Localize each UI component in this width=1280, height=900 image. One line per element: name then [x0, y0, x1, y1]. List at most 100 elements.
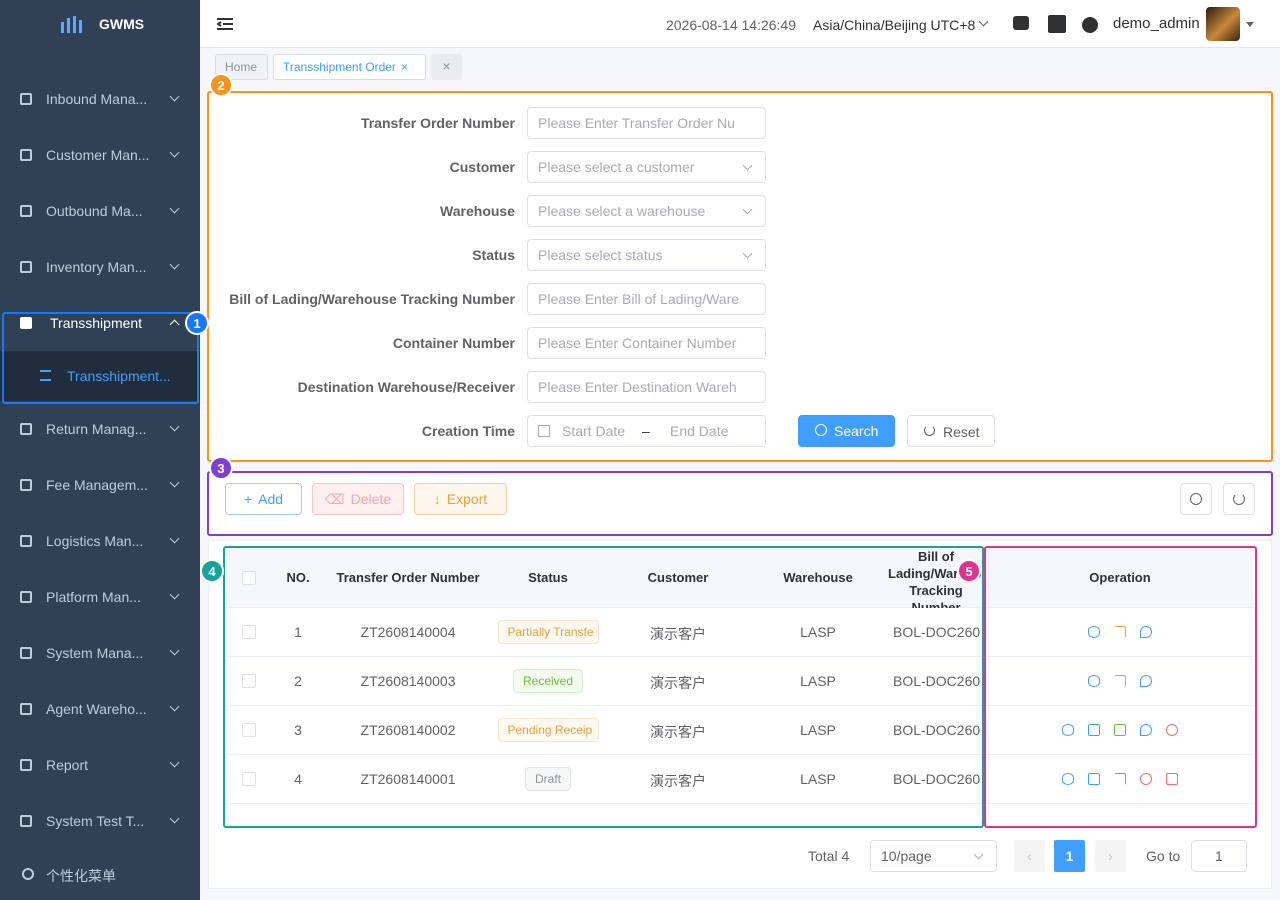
menu-item[interactable]: Agent Wareho... — [0, 681, 200, 737]
menu-label: Report — [46, 757, 89, 773]
date-separator: – — [642, 423, 650, 439]
footer-icon — [22, 868, 34, 880]
operation-pin[interactable] — [1140, 675, 1152, 687]
operation-del[interactable] — [1166, 773, 1178, 785]
menu-chevron — [169, 533, 180, 544]
filter-input[interactable]: Please select status — [527, 239, 766, 271]
menu-item[interactable]: Logistics Man... — [0, 513, 200, 569]
menu-item[interactable]: Transshipment — [0, 295, 200, 351]
order-number[interactable]: ZT2608140002 — [360, 722, 456, 738]
page-size-select[interactable]: 10/page — [870, 840, 997, 872]
order-number[interactable]: ZT2608140001 — [360, 771, 456, 787]
annotation-box — [223, 546, 984, 828]
tab-close-all[interactable]: × — [431, 54, 462, 80]
operation-pin[interactable] — [1140, 626, 1152, 638]
menu-item[interactable]: System Test T... — [0, 793, 200, 849]
filter-label: Container Number — [392, 335, 515, 351]
menu-chevron — [169, 203, 180, 214]
menu-icon — [20, 261, 32, 273]
next-page[interactable]: › — [1095, 840, 1126, 872]
timezone[interactable]: Asia/China/Beijing UTC+8 — [813, 17, 976, 33]
operation-x[interactable] — [1166, 724, 1178, 736]
menu-item[interactable]: Inventory Man... — [0, 239, 200, 295]
menu-item[interactable]: Customer Man... — [0, 127, 200, 183]
datetime: 2026-08-14 14:26:49 — [666, 17, 796, 33]
filter-input[interactable]: Please Enter Transfer Order Nu — [527, 107, 766, 139]
menu-icon — [20, 479, 32, 491]
calendar-icon — [538, 425, 550, 437]
filter-label: Bill of Lading/Warehouse Tracking Number — [229, 291, 515, 307]
menu-item[interactable]: Inbound Mana... — [0, 71, 200, 127]
operation-send[interactable] — [1114, 675, 1126, 687]
operation-box[interactable] — [1114, 724, 1126, 736]
operation-eye[interactable] — [1088, 675, 1100, 687]
date-range[interactable]: Start Date – End Date — [527, 415, 766, 447]
submenu-icon — [40, 370, 51, 381]
start-date: Start Date — [562, 423, 626, 439]
submenu-item[interactable]: Transshipment... — [67, 368, 171, 384]
reset-button[interactable]: Reset — [907, 415, 995, 447]
filter-label: Customer — [449, 159, 515, 175]
menu-item[interactable]: Return Manag... — [0, 401, 200, 457]
tab[interactable]: Transshipment Order × — [273, 54, 426, 80]
header-checkbox[interactable] — [242, 571, 256, 585]
operation-edit[interactable] — [1088, 724, 1100, 736]
operation-edit[interactable] — [1088, 773, 1100, 785]
row-checkbox[interactable] — [242, 772, 256, 786]
translate-icon[interactable] — [1048, 15, 1066, 33]
operation-x[interactable] — [1140, 773, 1152, 785]
bill-of-lading: BOL-DOC260 — [893, 722, 981, 738]
menu-icon — [20, 149, 32, 161]
row-checkbox[interactable] — [242, 723, 256, 737]
filter-input[interactable]: Please Enter Destination Wareh — [527, 371, 766, 403]
row-checkbox[interactable] — [242, 625, 256, 639]
menu-item[interactable]: Report — [0, 737, 200, 793]
menu-chevron — [169, 91, 180, 102]
toolbar-button[interactable]: + Add — [225, 483, 302, 515]
avatar[interactable] — [1206, 7, 1240, 41]
message-icon[interactable] — [1013, 16, 1029, 30]
operation-eye[interactable] — [1088, 626, 1100, 638]
annotation-box — [984, 546, 1257, 828]
username[interactable]: demo_admin — [1113, 15, 1200, 32]
menu-item[interactable]: Outbound Ma... — [0, 183, 200, 239]
filter-input[interactable]: Please Enter Bill of Lading/Ware — [527, 283, 766, 315]
order-number[interactable]: ZT2608140003 — [360, 673, 456, 689]
menu-item[interactable]: System Mana... — [0, 625, 200, 681]
menu-toggle[interactable] — [217, 17, 235, 32]
menu-item[interactable]: Platform Man... — [0, 569, 200, 625]
toolbar-button[interactable]: ↓ Export — [414, 483, 507, 515]
order-number[interactable]: ZT2608140004 — [360, 624, 456, 640]
search-button[interactable]: Search — [798, 415, 895, 447]
annotation-box — [207, 91, 1273, 462]
menu-item[interactable]: Fee Managem... — [0, 457, 200, 513]
filter-input[interactable]: Please select a warehouse — [527, 195, 766, 227]
warehouse: LASP — [800, 771, 836, 787]
bill-of-lading: BOL-DOC260 — [893, 673, 981, 689]
filter-input[interactable]: Please Enter Container Number — [527, 327, 766, 359]
goto-input[interactable]: 1 — [1191, 840, 1247, 872]
bill-of-lading: BOL-DOC260 — [893, 771, 981, 787]
operation-eye[interactable] — [1062, 724, 1074, 736]
operation-pin[interactable] — [1140, 724, 1152, 736]
help-icon[interactable] — [1082, 17, 1098, 33]
customer: 演示客户 — [650, 626, 706, 642]
refresh-button[interactable] — [1223, 483, 1255, 515]
button-label: Add — [258, 491, 284, 507]
operation-send[interactable] — [1114, 626, 1126, 638]
custom-menu[interactable]: 个性化菜单 — [46, 868, 116, 884]
menu-label: System Test T... — [46, 813, 145, 829]
operation-send[interactable] — [1114, 773, 1126, 785]
prev-page[interactable]: ‹ — [1014, 840, 1045, 872]
menu-chevron — [169, 147, 180, 158]
highlight-box — [2, 312, 199, 404]
page-number[interactable]: 1 — [1054, 840, 1085, 872]
toggle-search-button[interactable] — [1180, 483, 1212, 515]
tab-close[interactable]: × — [400, 60, 408, 74]
search-label: Search — [834, 423, 879, 439]
menu-icon — [20, 759, 32, 771]
filter-input[interactable]: Please select a customer — [527, 151, 766, 183]
operation-eye[interactable] — [1062, 773, 1074, 785]
row-checkbox[interactable] — [242, 674, 256, 688]
filter-label: Destination Warehouse/Receiver — [297, 379, 515, 395]
